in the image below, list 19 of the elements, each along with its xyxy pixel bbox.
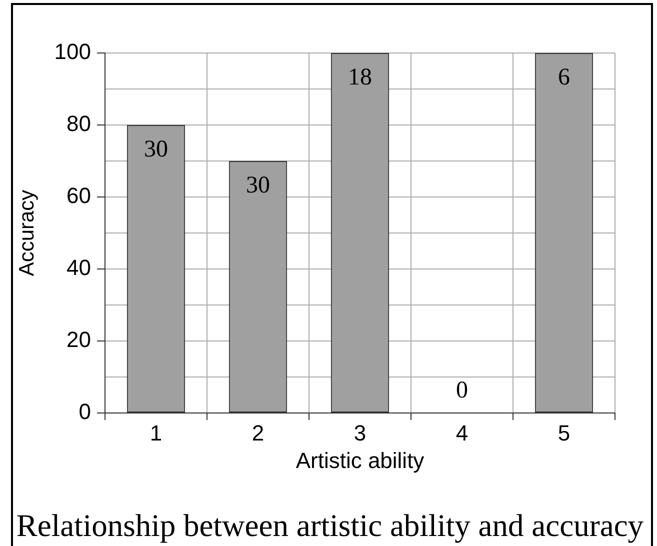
x-axis-title: Artistic ability bbox=[296, 448, 424, 473]
y-tick-label: 80 bbox=[66, 111, 91, 136]
x-tick-label: 4 bbox=[456, 420, 468, 446]
annotation: 30 bbox=[144, 136, 168, 162]
x-tick-label: 3 bbox=[354, 420, 366, 446]
y-tick-label: 40 bbox=[66, 255, 91, 280]
annotation: 0 bbox=[456, 377, 468, 404]
y-axis-title: Accuracy bbox=[15, 189, 38, 276]
y-tick-label: 100 bbox=[54, 39, 91, 64]
annotation: 30 bbox=[246, 172, 270, 198]
y-tick-label: 0 bbox=[78, 399, 91, 424]
annotation: 6 bbox=[558, 64, 570, 90]
text: Relationship between artistic ability and accuracy bbox=[15, 508, 645, 544]
y-tick-label: 20 bbox=[66, 327, 91, 352]
x-tick-label: 5 bbox=[558, 420, 570, 446]
y-tick-label: 60 bbox=[66, 183, 91, 208]
annotation: 18 bbox=[348, 64, 372, 90]
x-tick-label: 1 bbox=[150, 420, 162, 446]
x-tick-label: 2 bbox=[252, 420, 264, 446]
